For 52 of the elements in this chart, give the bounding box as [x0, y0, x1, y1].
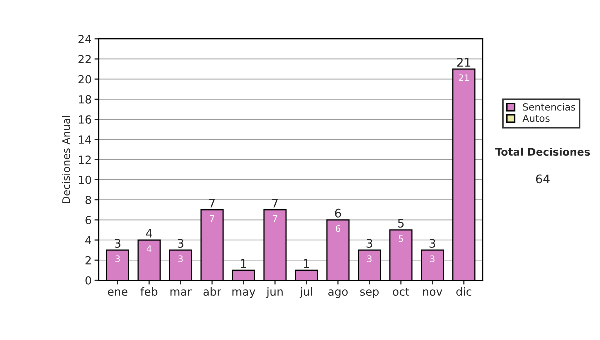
- y-tick-label: 0: [86, 276, 92, 285]
- total-label: 7: [272, 199, 278, 208]
- data-label: 5: [398, 236, 404, 242]
- x-tick-label: abr: [204, 287, 222, 296]
- total-label: 6: [335, 208, 342, 218]
- x-tick-label: oct: [393, 288, 410, 296]
- total-label: 7: [210, 199, 216, 208]
- text: Total Decisiones: [495, 148, 590, 156]
- x-tick-label: sep: [360, 290, 379, 298]
- y-tick-label: 6: [86, 216, 92, 225]
- data-label: 7: [273, 216, 278, 222]
- data-label: 3: [368, 256, 372, 262]
- y-tick-label: 4: [86, 236, 92, 244]
- data-label: 3: [178, 256, 183, 262]
- x-tick-label: jul: [300, 287, 312, 298]
- data-label: 6: [336, 225, 341, 232]
- total-label: 1: [304, 259, 310, 268]
- y-tick-label: 2: [86, 256, 91, 265]
- x-tick-label: may: [232, 290, 256, 298]
- x-tick-label: ene: [108, 290, 128, 296]
- y-tick-label: 20: [78, 75, 92, 84]
- x-tick-label: jun: [266, 287, 283, 298]
- x-tick-label: dic: [456, 287, 472, 296]
- data-label: 3: [430, 256, 435, 262]
- total-label: 3: [115, 239, 121, 248]
- data-label: 7: [210, 216, 214, 222]
- total-label: 5: [398, 219, 404, 228]
- y-tick-label: 22: [78, 55, 91, 64]
- data-label: 3: [116, 256, 120, 262]
- x-tick-label: nov: [423, 290, 443, 296]
- y-axis-title: Decisiones Anual: [62, 116, 70, 204]
- text: 64: [536, 174, 550, 184]
- data-label: 4: [146, 246, 152, 252]
- y-tick-label: 8: [86, 196, 92, 204]
- total-label: 3: [178, 239, 184, 248]
- total-label: 21: [457, 58, 471, 67]
- y-tick-label: 18: [79, 95, 92, 104]
- y-tick-label: 14: [79, 136, 92, 144]
- x-tick-label: mar: [170, 290, 192, 296]
- y-tick-label: 10: [79, 176, 92, 184]
- data-label: 21: [459, 74, 470, 82]
- total-label: 3: [430, 239, 436, 248]
- x-tick-label: feb: [140, 287, 158, 296]
- legend-label: Sentencias: [523, 103, 576, 111]
- x-tick-label: ago: [328, 290, 348, 298]
- y-tick-label: 12: [79, 156, 91, 164]
- y-tick-label: 24: [78, 35, 92, 44]
- total-label: 1: [241, 259, 246, 268]
- legend-label: Autos: [522, 115, 550, 122]
- total-label: 3: [366, 239, 372, 248]
- total-label: 4: [146, 229, 152, 238]
- y-tick-label: 16: [79, 116, 92, 124]
